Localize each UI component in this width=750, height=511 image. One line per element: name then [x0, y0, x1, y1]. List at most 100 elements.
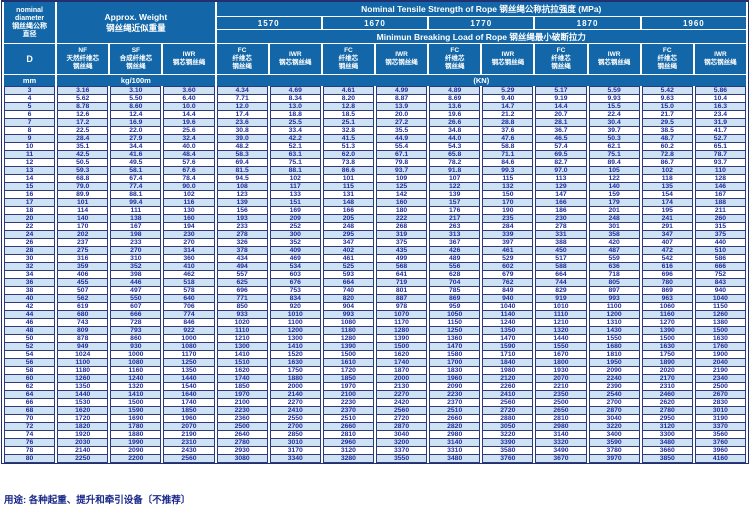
value-cell: 378	[216, 247, 268, 255]
value-cell: 2780	[641, 407, 693, 415]
value-cell: 2700	[588, 399, 640, 407]
value-cell: 35.1	[57, 143, 109, 151]
value-cell: 107	[429, 175, 481, 183]
value-cell: 1470	[482, 335, 534, 343]
value-cell: 2270	[269, 399, 321, 407]
table-row: 26 237 233 270 326 352 347 375 367 397 388 420 407 44…	[4, 239, 746, 247]
value-cell: 774	[163, 311, 215, 319]
value-cell: 319	[375, 231, 428, 239]
value-cell: 556	[429, 263, 481, 271]
value-cell: 843	[694, 279, 746, 287]
value-cell: 310	[110, 255, 162, 263]
value-cell: 616	[641, 263, 693, 271]
diameter-cell: 10	[4, 143, 56, 151]
value-cell: 1350	[482, 327, 534, 335]
value-cell: 248	[322, 223, 374, 231]
value-cell: 1040	[482, 303, 534, 311]
value-cell: 1000	[163, 335, 215, 343]
value-cell: 607	[110, 303, 162, 311]
diameter-cell: 52	[4, 343, 56, 351]
table-row: 46 743 728 846 1020 1100 1080 1170 1150 1240 1210 1…	[4, 319, 746, 327]
diameter-cell: 12	[4, 159, 56, 167]
value-cell: 753	[269, 287, 321, 295]
value-cell: 1810	[588, 351, 640, 359]
value-cell: 50.3	[588, 135, 640, 143]
value-cell: 42.2	[269, 135, 321, 143]
value-cell: 3760	[694, 439, 746, 447]
value-cell: 993	[322, 311, 374, 319]
value-cell: 28.1	[535, 119, 587, 127]
value-cell: 887	[375, 295, 428, 303]
value-cell: 116	[163, 199, 215, 207]
table-row: 22 170 167 194 233 252 248 268 263 284 278 301 291 31…	[4, 223, 746, 231]
value-cell: 39.7	[588, 127, 640, 135]
value-cell: 718	[588, 271, 640, 279]
value-cell: 2230	[429, 391, 481, 399]
value-cell: 222	[375, 215, 428, 223]
value-cell: 170	[57, 223, 109, 231]
value-cell: 1260	[57, 375, 109, 383]
value-cell: 1970	[322, 383, 374, 391]
value-cell: 1310	[588, 319, 640, 327]
value-cell: 2500	[216, 423, 268, 431]
value-cell: 237	[57, 239, 109, 247]
value-cell: 23.6	[216, 119, 268, 127]
value-cell: 57.6	[163, 159, 215, 167]
value-cell: 32.4	[163, 135, 215, 143]
value-cell: 2980	[429, 431, 481, 439]
value-cell: 2880	[482, 415, 534, 423]
value-cell: 1410	[110, 391, 162, 399]
value-cell: 1750	[269, 367, 321, 375]
value-cell: 993	[588, 295, 640, 303]
diameter-cell: 34	[4, 271, 56, 279]
header-strength-1960: 1960	[641, 17, 746, 30]
rope-spec-table: nominal diameter 钢丝绳公称 直径 Approx. Weight…	[2, 2, 748, 463]
value-cell: 1390	[641, 327, 693, 335]
value-cell: 525	[322, 263, 374, 271]
value-cell: 40.0	[163, 143, 215, 151]
value-cell: 2500	[694, 383, 746, 391]
value-cell: 316	[57, 255, 109, 263]
unit-mm: mm	[4, 75, 56, 86]
value-cell: 78.4	[163, 175, 215, 183]
value-cell: 1720	[322, 367, 374, 375]
value-cell: 407	[641, 239, 693, 247]
value-cell: 132	[482, 183, 534, 191]
value-cell: 315	[694, 223, 746, 231]
value-cell: 93.7	[375, 167, 428, 175]
value-cell: 849	[482, 287, 534, 295]
value-cell: 1590	[110, 407, 162, 415]
value-cell: 664	[322, 279, 374, 287]
value-cell: 517	[535, 255, 587, 263]
value-cell: 2100	[322, 391, 374, 399]
value-cell: 406	[57, 271, 109, 279]
value-cell: 1610	[322, 359, 374, 367]
value-cell: 771	[216, 295, 268, 303]
value-cell: 1850	[216, 383, 268, 391]
value-cell: 25.1	[322, 119, 374, 127]
value-cell: 2240	[588, 375, 640, 383]
value-cell: 41.5	[322, 135, 374, 143]
value-cell: 62.0	[322, 151, 374, 159]
value-cell: 72.8	[641, 151, 693, 159]
table-row: 10 35.1 34.4 40.0 48.2 52.1 51.3 55.4 54.3 58.8 57…	[4, 143, 746, 151]
value-cell: 3190	[694, 415, 746, 423]
value-cell: 1024	[57, 351, 109, 359]
value-cell: 752	[694, 271, 746, 279]
value-cell: 940	[482, 295, 534, 303]
value-cell: 2030	[57, 439, 109, 447]
value-cell: 2270	[375, 391, 428, 399]
value-cell: 472	[641, 247, 693, 255]
value-cell: 529	[482, 255, 534, 263]
value-cell: 494	[216, 263, 268, 271]
value-cell: 2130	[375, 383, 428, 391]
header-strength-1570: 1570	[216, 17, 321, 30]
header-fc-1960: FC 纤维芯 钢丝绳	[641, 44, 693, 75]
value-cell: 176	[429, 207, 481, 215]
header-approx-weight: Approx. Weight 钢丝绳近似重量	[57, 2, 215, 44]
value-cell: 1720	[57, 415, 109, 423]
value-cell: 3400	[588, 431, 640, 439]
diameter-cell: 64	[4, 391, 56, 399]
diameter-cell: 28	[4, 247, 56, 255]
diameter-cell: 68	[4, 407, 56, 415]
